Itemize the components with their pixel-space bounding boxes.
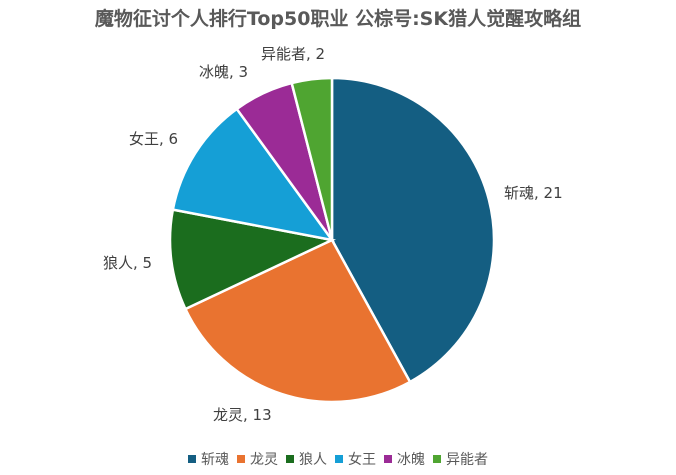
data-label-2: 龙灵, 13 — [213, 406, 272, 424]
legend-label: 斩魂 — [201, 452, 229, 468]
legend-item-5: 冰魄 — [384, 449, 425, 469]
data-label-6: 异能者, 2 — [261, 45, 325, 63]
pie-slices — [168, 76, 496, 404]
legend-swatch — [335, 455, 343, 463]
legend-item-1: 斩魂 — [188, 449, 229, 469]
pie-slice-3 — [168, 208, 337, 311]
pie-slice-2 — [183, 238, 412, 404]
pie-slice-6 — [290, 76, 334, 241]
pie-slice-1 — [330, 76, 496, 384]
legend-item-6: 异能者 — [433, 449, 488, 469]
legend-label: 龙灵 — [250, 452, 278, 468]
data-label-3: 狼人, 5 — [103, 254, 152, 272]
pie-data-labels: 斩魂, 21 龙灵, 13 狼人, 5 女王, 6 冰魄, 3 异能者, 2 — [103, 45, 563, 424]
legend-swatch — [286, 455, 294, 463]
legend-label: 冰魄 — [397, 452, 425, 468]
legend-label: 狼人 — [299, 452, 327, 468]
legend-label: 异能者 — [446, 452, 488, 468]
data-label-5: 冰魄, 3 — [199, 63, 248, 81]
legend-swatch — [384, 455, 392, 463]
legend-swatch — [237, 455, 245, 463]
data-label-4: 女王, 6 — [129, 130, 178, 148]
pie-slice-4 — [171, 107, 335, 242]
legend-swatch — [188, 455, 196, 463]
legend-item-3: 狼人 — [286, 449, 327, 469]
legend-swatch — [433, 455, 441, 463]
pie-chart: 斩魂, 21 龙灵, 13 狼人, 5 女王, 6 冰魄, 3 异能者, 2 — [103, 45, 563, 424]
chart-title: 魔物征讨个人排行Top50职业 公棕号:SK猎人觉醒攻略组 — [94, 8, 582, 30]
legend-item-2: 龙灵 — [237, 449, 278, 469]
legend-label: 女王 — [348, 452, 376, 468]
data-label-1: 斩魂, 21 — [504, 184, 563, 202]
legend: 斩魂 龙灵 狼人 女王 冰魄 异能者 — [0, 449, 676, 469]
legend-item-4: 女王 — [335, 449, 376, 469]
